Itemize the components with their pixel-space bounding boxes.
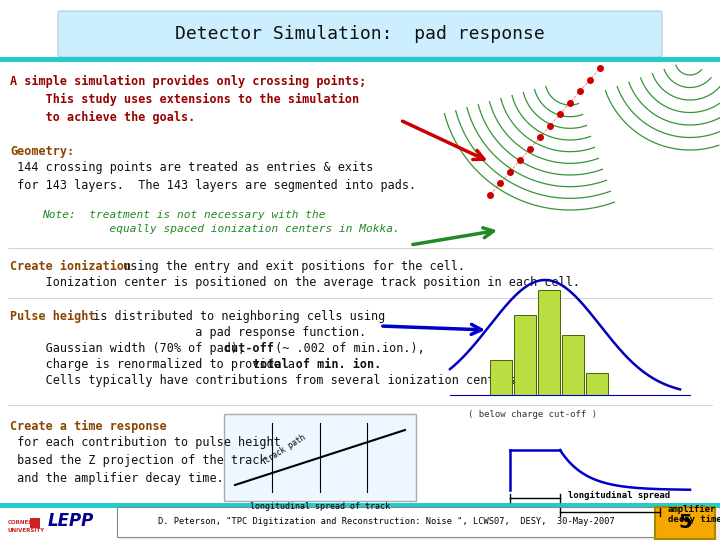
Bar bbox=[0, 508, 120, 540]
Text: cut-off: cut-off bbox=[224, 342, 274, 355]
Text: for each contribution to pulse height
 based the Z projection of the track
 and : for each contribution to pulse height ba… bbox=[10, 436, 281, 485]
Text: UNIVERSITY: UNIVERSITY bbox=[8, 528, 45, 532]
Text: 144 crossing points are treated as entries & exits
 for 143 layers.  The 143 lay: 144 crossing points are treated as entri… bbox=[10, 161, 416, 192]
Text: A simple simulation provides only crossing points;
     This study uses extensio: A simple simulation provides only crossi… bbox=[10, 75, 366, 124]
Text: amplifier: amplifier bbox=[668, 505, 716, 515]
Text: Create a time response: Create a time response bbox=[10, 420, 167, 433]
Text: Detector Simulation:  pad response: Detector Simulation: pad response bbox=[175, 25, 545, 43]
FancyBboxPatch shape bbox=[117, 507, 655, 537]
Bar bbox=[538, 290, 560, 395]
Text: Ionization center is positioned on the average track position in each cell.: Ionization center is positioned on the a… bbox=[10, 276, 580, 289]
Text: using the entry and exit positions for the cell.: using the entry and exit positions for t… bbox=[116, 260, 465, 273]
Text: Pulse height: Pulse height bbox=[10, 310, 96, 323]
Bar bbox=[490, 360, 512, 395]
Text: LEPP: LEPP bbox=[48, 512, 94, 530]
FancyBboxPatch shape bbox=[655, 507, 715, 539]
FancyBboxPatch shape bbox=[224, 414, 416, 501]
Text: Note:  treatment is not necessary with the
          equally spaced ionization c: Note: treatment is not necessary with th… bbox=[42, 210, 400, 234]
Text: (~ .002 of min.ion.),: (~ .002 of min.ion.), bbox=[268, 342, 425, 355]
Text: CORNELL: CORNELL bbox=[8, 519, 36, 524]
Text: is distributed to neighboring cells using: is distributed to neighboring cells usin… bbox=[86, 310, 385, 323]
Text: Create ionization: Create ionization bbox=[10, 260, 131, 273]
Bar bbox=[514, 315, 536, 395]
Text: decay time: decay time bbox=[668, 516, 720, 524]
Bar bbox=[0, 503, 720, 508]
Text: 5: 5 bbox=[678, 514, 692, 532]
Text: a pad response function.: a pad response function. bbox=[10, 326, 366, 339]
Text: total of min. ion.: total of min. ion. bbox=[253, 358, 382, 371]
Text: longitudinal spread of track: longitudinal spread of track bbox=[250, 502, 390, 511]
Text: Geometry:: Geometry: bbox=[10, 145, 74, 158]
Text: longitudinal spread: longitudinal spread bbox=[568, 490, 670, 500]
Text: Cells typically have contributions from several ionization centers.: Cells typically have contributions from … bbox=[10, 374, 523, 387]
Bar bbox=[0, 508, 720, 540]
Text: Gaussian width (70% of pad),: Gaussian width (70% of pad), bbox=[10, 342, 259, 355]
FancyBboxPatch shape bbox=[58, 11, 662, 57]
Text: charge is renormalized to provide a: charge is renormalized to provide a bbox=[10, 358, 302, 371]
Bar bbox=[562, 335, 584, 395]
Text: track path: track path bbox=[263, 433, 307, 465]
Bar bbox=[586, 373, 608, 395]
Text: D. Peterson, "TPC Digitization and Reconstruction: Noise ", LCWS07,  DESY,  30-M: D. Peterson, "TPC Digitization and Recon… bbox=[158, 517, 614, 526]
Bar bbox=[0, 57, 720, 62]
Text: ( below charge cut-off ): ( below charge cut-off ) bbox=[468, 410, 597, 419]
